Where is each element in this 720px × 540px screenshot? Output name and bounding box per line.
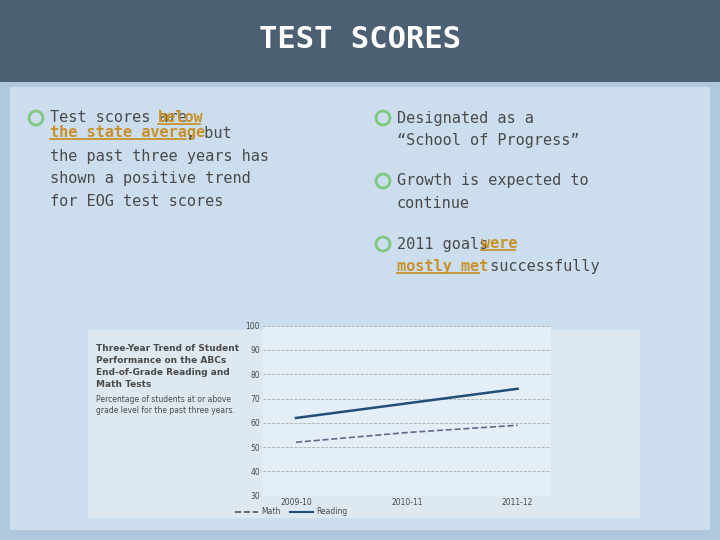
Text: for EOG test scores: for EOG test scores (50, 194, 223, 210)
FancyBboxPatch shape (0, 0, 720, 82)
Text: mostly met: mostly met (397, 260, 488, 274)
Text: Three-Year Trend of Student: Three-Year Trend of Student (96, 344, 239, 353)
Text: the state average: the state average (50, 125, 205, 140)
Text: Test scores are: Test scores are (50, 111, 196, 125)
Text: TEST SCORES: TEST SCORES (259, 25, 461, 55)
Text: Performance on the ABCs: Performance on the ABCs (96, 356, 226, 365)
Text: successfully: successfully (481, 260, 600, 274)
Text: Percentage of students at or above: Percentage of students at or above (96, 395, 231, 404)
FancyBboxPatch shape (10, 87, 710, 530)
Text: , but: , but (186, 125, 232, 140)
FancyBboxPatch shape (88, 330, 640, 518)
Text: the past three years has: the past three years has (50, 148, 269, 164)
Text: below: below (158, 111, 204, 125)
Text: continue: continue (397, 197, 470, 212)
Text: were: were (481, 237, 518, 252)
Text: grade level for the past three years.: grade level for the past three years. (96, 406, 235, 415)
Text: Designated as a: Designated as a (397, 111, 534, 125)
Text: 2011 goals: 2011 goals (397, 237, 498, 252)
Text: Reading: Reading (316, 508, 347, 516)
Text: shown a positive trend: shown a positive trend (50, 172, 251, 186)
Text: “School of Progress”: “School of Progress” (397, 133, 580, 148)
Text: End-of-Grade Reading and: End-of-Grade Reading and (96, 368, 230, 377)
Text: Growth is expected to: Growth is expected to (397, 173, 589, 188)
Text: Math: Math (261, 508, 280, 516)
Text: Math Tests: Math Tests (96, 380, 151, 389)
